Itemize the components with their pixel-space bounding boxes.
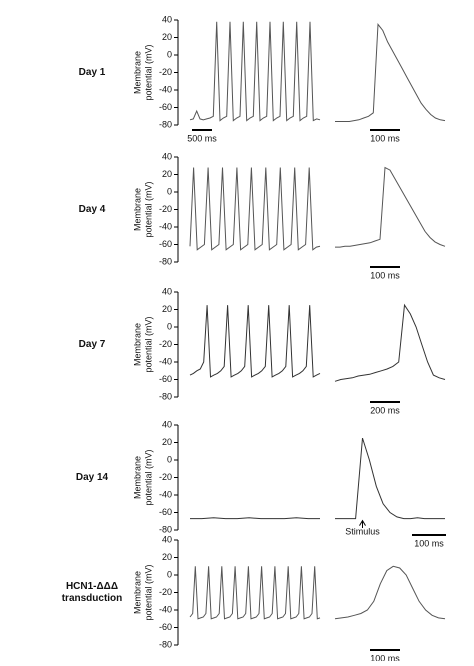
zoom-trace <box>335 166 446 248</box>
zoom-trace <box>335 23 446 122</box>
y-axis-label: Membrane <box>132 188 142 231</box>
y-tick-label: 40 <box>162 419 172 429</box>
y-tick-label: -60 <box>159 239 172 249</box>
stimulus-arrow <box>359 519 366 528</box>
y-tick-label: -40 <box>159 84 172 94</box>
y-tick-label: -40 <box>159 604 172 614</box>
y-axis-label: potential (mV) <box>143 316 153 372</box>
y-tick-label: 0 <box>167 49 172 59</box>
scale-label: 100 ms <box>370 270 400 280</box>
y-tick-label: -40 <box>159 356 172 366</box>
y-tick-label: 0 <box>167 186 172 196</box>
y-axis-label: Membrane <box>132 323 142 366</box>
trace <box>189 305 321 378</box>
y-tick-label: 40 <box>162 286 172 296</box>
y-tick-label: -40 <box>159 221 172 231</box>
scale-label: 200 ms <box>370 405 400 415</box>
y-tick-label: 20 <box>162 437 172 447</box>
y-tick-label: 40 <box>162 151 172 161</box>
y-tick-label: -40 <box>159 489 172 499</box>
y-tick-label: -20 <box>159 587 172 597</box>
y-axis-label: potential (mV) <box>143 449 153 505</box>
trace <box>189 566 321 620</box>
row-label: Day 1 <box>79 67 106 78</box>
zoom-trace <box>334 565 446 620</box>
y-tick-label: 0 <box>167 454 172 464</box>
y-tick-label: 20 <box>162 169 172 179</box>
y-axis-label: Membrane <box>132 456 142 499</box>
y-axis-label: potential (mV) <box>143 181 153 237</box>
row-label: Day 14 <box>76 472 109 483</box>
y-tick-label: -60 <box>159 622 172 632</box>
y-tick-label: -60 <box>159 102 172 112</box>
zoom-trace <box>335 437 445 520</box>
y-tick-label: 20 <box>162 552 172 562</box>
y-tick-label: -80 <box>159 256 172 266</box>
scale-label: 100 ms <box>370 653 400 661</box>
y-axis-label: potential (mV) <box>143 44 153 100</box>
y-tick-label: -60 <box>159 374 172 384</box>
y-tick-label: 0 <box>167 569 172 579</box>
y-tick-label: -80 <box>159 391 172 401</box>
trace <box>190 517 320 520</box>
scale-label: 500 ms <box>187 133 217 143</box>
row-label: HCN1-ΔΔΔ <box>66 581 118 592</box>
y-axis-label: Membrane <box>132 571 142 614</box>
y-tick-label: -20 <box>159 339 172 349</box>
y-tick-label: -80 <box>159 639 172 649</box>
row-label: Day 4 <box>79 204 106 215</box>
trace <box>189 167 321 251</box>
y-tick-label: 0 <box>167 321 172 331</box>
y-axis-label: Membrane <box>132 51 142 94</box>
y-axis-label: potential (mV) <box>143 564 153 620</box>
y-tick-label: -20 <box>159 472 172 482</box>
y-tick-label: -20 <box>159 67 172 77</box>
trace <box>189 21 321 122</box>
scale-label: 100 ms <box>370 133 400 143</box>
y-tick-label: -60 <box>159 507 172 517</box>
y-tick-label: 20 <box>162 304 172 314</box>
y-tick-label: 40 <box>162 534 172 544</box>
y-tick-label: -80 <box>159 119 172 129</box>
annotation: Stimulus <box>345 526 380 536</box>
y-tick-label: -80 <box>159 524 172 534</box>
row-label: Day 7 <box>79 339 106 350</box>
row-label: transduction <box>62 593 123 604</box>
y-tick-label: -20 <box>159 204 172 214</box>
y-tick-label: 20 <box>162 32 172 42</box>
zoom-trace <box>334 303 446 382</box>
scale-label: 100 ms <box>414 538 444 548</box>
y-tick-label: 40 <box>162 14 172 24</box>
